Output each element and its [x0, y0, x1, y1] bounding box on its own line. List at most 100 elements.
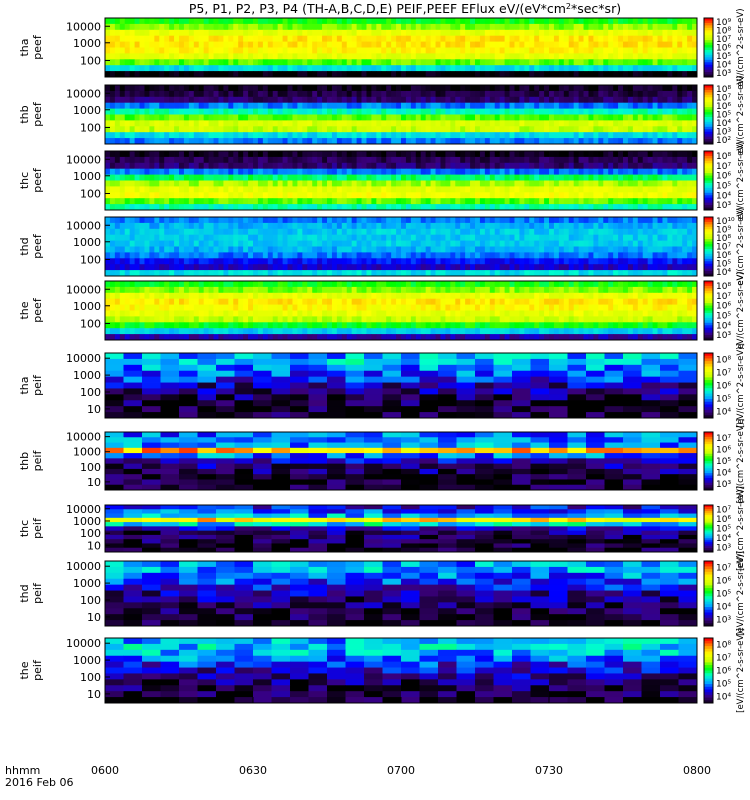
spectrogram-cell	[430, 126, 436, 133]
spectrogram-cell	[159, 198, 165, 205]
spectrogram-cell	[455, 102, 461, 109]
spectrogram-cell	[159, 234, 165, 241]
spectrogram-cell	[450, 23, 456, 31]
spectrogram-cell	[257, 132, 264, 139]
spectrogram-cell	[420, 151, 427, 158]
spectrogram-cell	[524, 35, 530, 42]
spectrogram-cell	[149, 198, 155, 205]
spectrogram-cell	[267, 228, 274, 236]
spectrogram-cell	[277, 71, 283, 78]
spectrogram-cell	[213, 198, 219, 205]
spectrogram-cell	[282, 65, 288, 72]
spectrogram-cell	[346, 234, 353, 241]
spectrogram-cell	[430, 59, 436, 66]
spectrogram-cell	[662, 35, 668, 42]
spectrogram-cell	[327, 47, 333, 54]
spectrogram-cell	[465, 180, 471, 187]
spectrogram-cell	[549, 264, 555, 271]
spectrogram-cell	[233, 252, 239, 259]
spectrogram-cell	[282, 258, 288, 265]
spectrogram-cell	[228, 162, 234, 170]
spectrogram-cell	[524, 85, 530, 92]
spectrogram-cell	[183, 174, 190, 181]
spectrogram-cell	[257, 65, 264, 72]
spectrogram-cell	[114, 85, 121, 92]
spectrogram-cell	[450, 234, 456, 241]
spectrogram-cell	[129, 132, 135, 139]
spectrogram-cell	[149, 18, 155, 25]
spectrogram-cell	[568, 108, 575, 115]
spectrogram-cell	[297, 162, 303, 170]
spectrogram-cell	[282, 47, 288, 54]
spectrogram-cell	[188, 35, 195, 42]
spectrogram-cell	[174, 59, 180, 66]
spectrogram-cell	[652, 41, 658, 48]
spectrogram-cell	[563, 102, 570, 109]
spectrogram-cell	[233, 18, 239, 25]
spectrogram-cell	[618, 96, 624, 104]
spectrogram-cell	[149, 270, 155, 277]
spectrogram-cell	[307, 162, 313, 170]
spectrogram-cell	[430, 240, 436, 247]
spectrogram-cell	[336, 35, 343, 42]
spectrogram-cell	[213, 252, 219, 259]
spectrogram-cell	[430, 96, 436, 104]
spectrogram-cell	[396, 222, 402, 230]
spectrogram-cell	[336, 120, 343, 127]
spectrogram-cell	[223, 132, 229, 139]
spectrogram-cell	[396, 47, 402, 54]
spectrogram-cell	[267, 108, 274, 115]
spectrogram-cell	[228, 138, 234, 145]
spectrogram-cell	[228, 41, 234, 48]
spectrogram-cell	[514, 168, 520, 175]
spectrogram-cell	[662, 132, 668, 139]
spectrogram-cell	[183, 71, 190, 78]
spectrogram-cell	[341, 151, 348, 158]
spectrogram-cell	[381, 35, 387, 42]
spectrogram-cell	[613, 65, 619, 72]
spectrogram-cell	[396, 132, 402, 139]
spectrogram-cell	[642, 264, 649, 271]
spectrogram-cell	[667, 156, 673, 164]
spectrogram-cell	[598, 217, 604, 224]
spectrogram-cell	[484, 204, 491, 211]
spectrogram-cell	[479, 108, 486, 115]
spectrogram-cell	[213, 180, 219, 187]
spectrogram-cell	[672, 246, 678, 253]
spectrogram-cell	[499, 85, 505, 92]
spectrogram-cell	[366, 126, 372, 133]
spectrogram-cell	[578, 132, 584, 139]
spectrogram-cell	[549, 47, 555, 54]
spectrogram-cell	[484, 53, 491, 60]
spectrogram-cell	[322, 192, 328, 199]
spectrogram-cell	[371, 198, 377, 205]
spectrogram-cell	[524, 264, 530, 271]
spectrogram-cell	[583, 240, 589, 247]
spectrogram-cell	[682, 114, 688, 121]
spectrogram-cell	[124, 53, 131, 60]
spectrogram-cell	[322, 71, 328, 78]
spectrogram-cell	[499, 204, 505, 211]
spectrogram-cell	[188, 53, 195, 60]
spectrogram-cell	[430, 151, 436, 158]
spectrogram-cell	[346, 180, 353, 187]
spectrogram-cell	[430, 120, 436, 127]
spectrogram-cell	[351, 126, 357, 133]
spectrogram-cell	[366, 65, 372, 72]
spectrogram-cell	[445, 85, 451, 92]
colorbar-segment	[704, 42, 713, 46]
spectrogram-cell	[238, 246, 244, 253]
spectrogram-cell	[637, 174, 644, 181]
spectrogram-cell	[257, 222, 264, 230]
spectrogram-cell	[144, 234, 150, 241]
spectrogram-cell	[593, 258, 599, 265]
spectrogram-cell	[642, 132, 649, 139]
spectrogram-cell	[410, 126, 417, 133]
spectrogram-cell	[188, 23, 195, 31]
spectrogram-cell	[494, 180, 501, 187]
spectrogram-cell	[613, 102, 619, 109]
spectrogram-cell	[401, 234, 407, 241]
spectrogram-cell	[327, 156, 333, 164]
spectrogram-cell	[687, 85, 693, 92]
spectrogram-cell	[188, 85, 195, 92]
